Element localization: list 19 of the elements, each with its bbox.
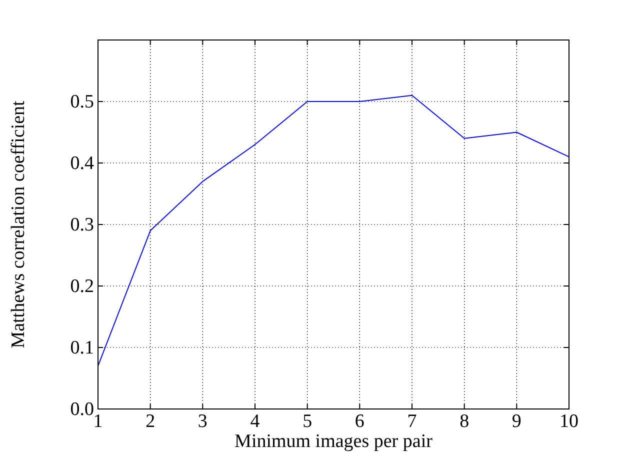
x-tick-label: 2	[146, 411, 156, 432]
x-tick-label: 3	[198, 411, 208, 432]
x-tick-label: 10	[560, 411, 578, 432]
y-tick-label: 0.3	[70, 214, 94, 236]
x-tick-label: 6	[354, 411, 364, 432]
line-series	[98, 94, 570, 366]
x-tick-label: 9	[512, 411, 522, 432]
x-tick-label: 7	[407, 411, 417, 432]
x-axis-title: Minimum images per pair	[234, 431, 434, 452]
x-tick-label: 8	[460, 411, 470, 432]
y-tick-label: 0.1	[70, 338, 94, 358]
y-tick-label: 0.0	[70, 399, 94, 420]
x-tick-label: 4	[250, 411, 260, 432]
y-axis-title: Matthews correlation coefficient	[8, 100, 29, 348]
x-tick-label: 1	[93, 411, 103, 432]
y-tick-label: 0.2	[70, 276, 94, 297]
y-tick-label: 0.4	[70, 153, 94, 174]
x-tick-label: 5	[302, 411, 312, 432]
y-tick-label: 0.5	[70, 92, 94, 112]
